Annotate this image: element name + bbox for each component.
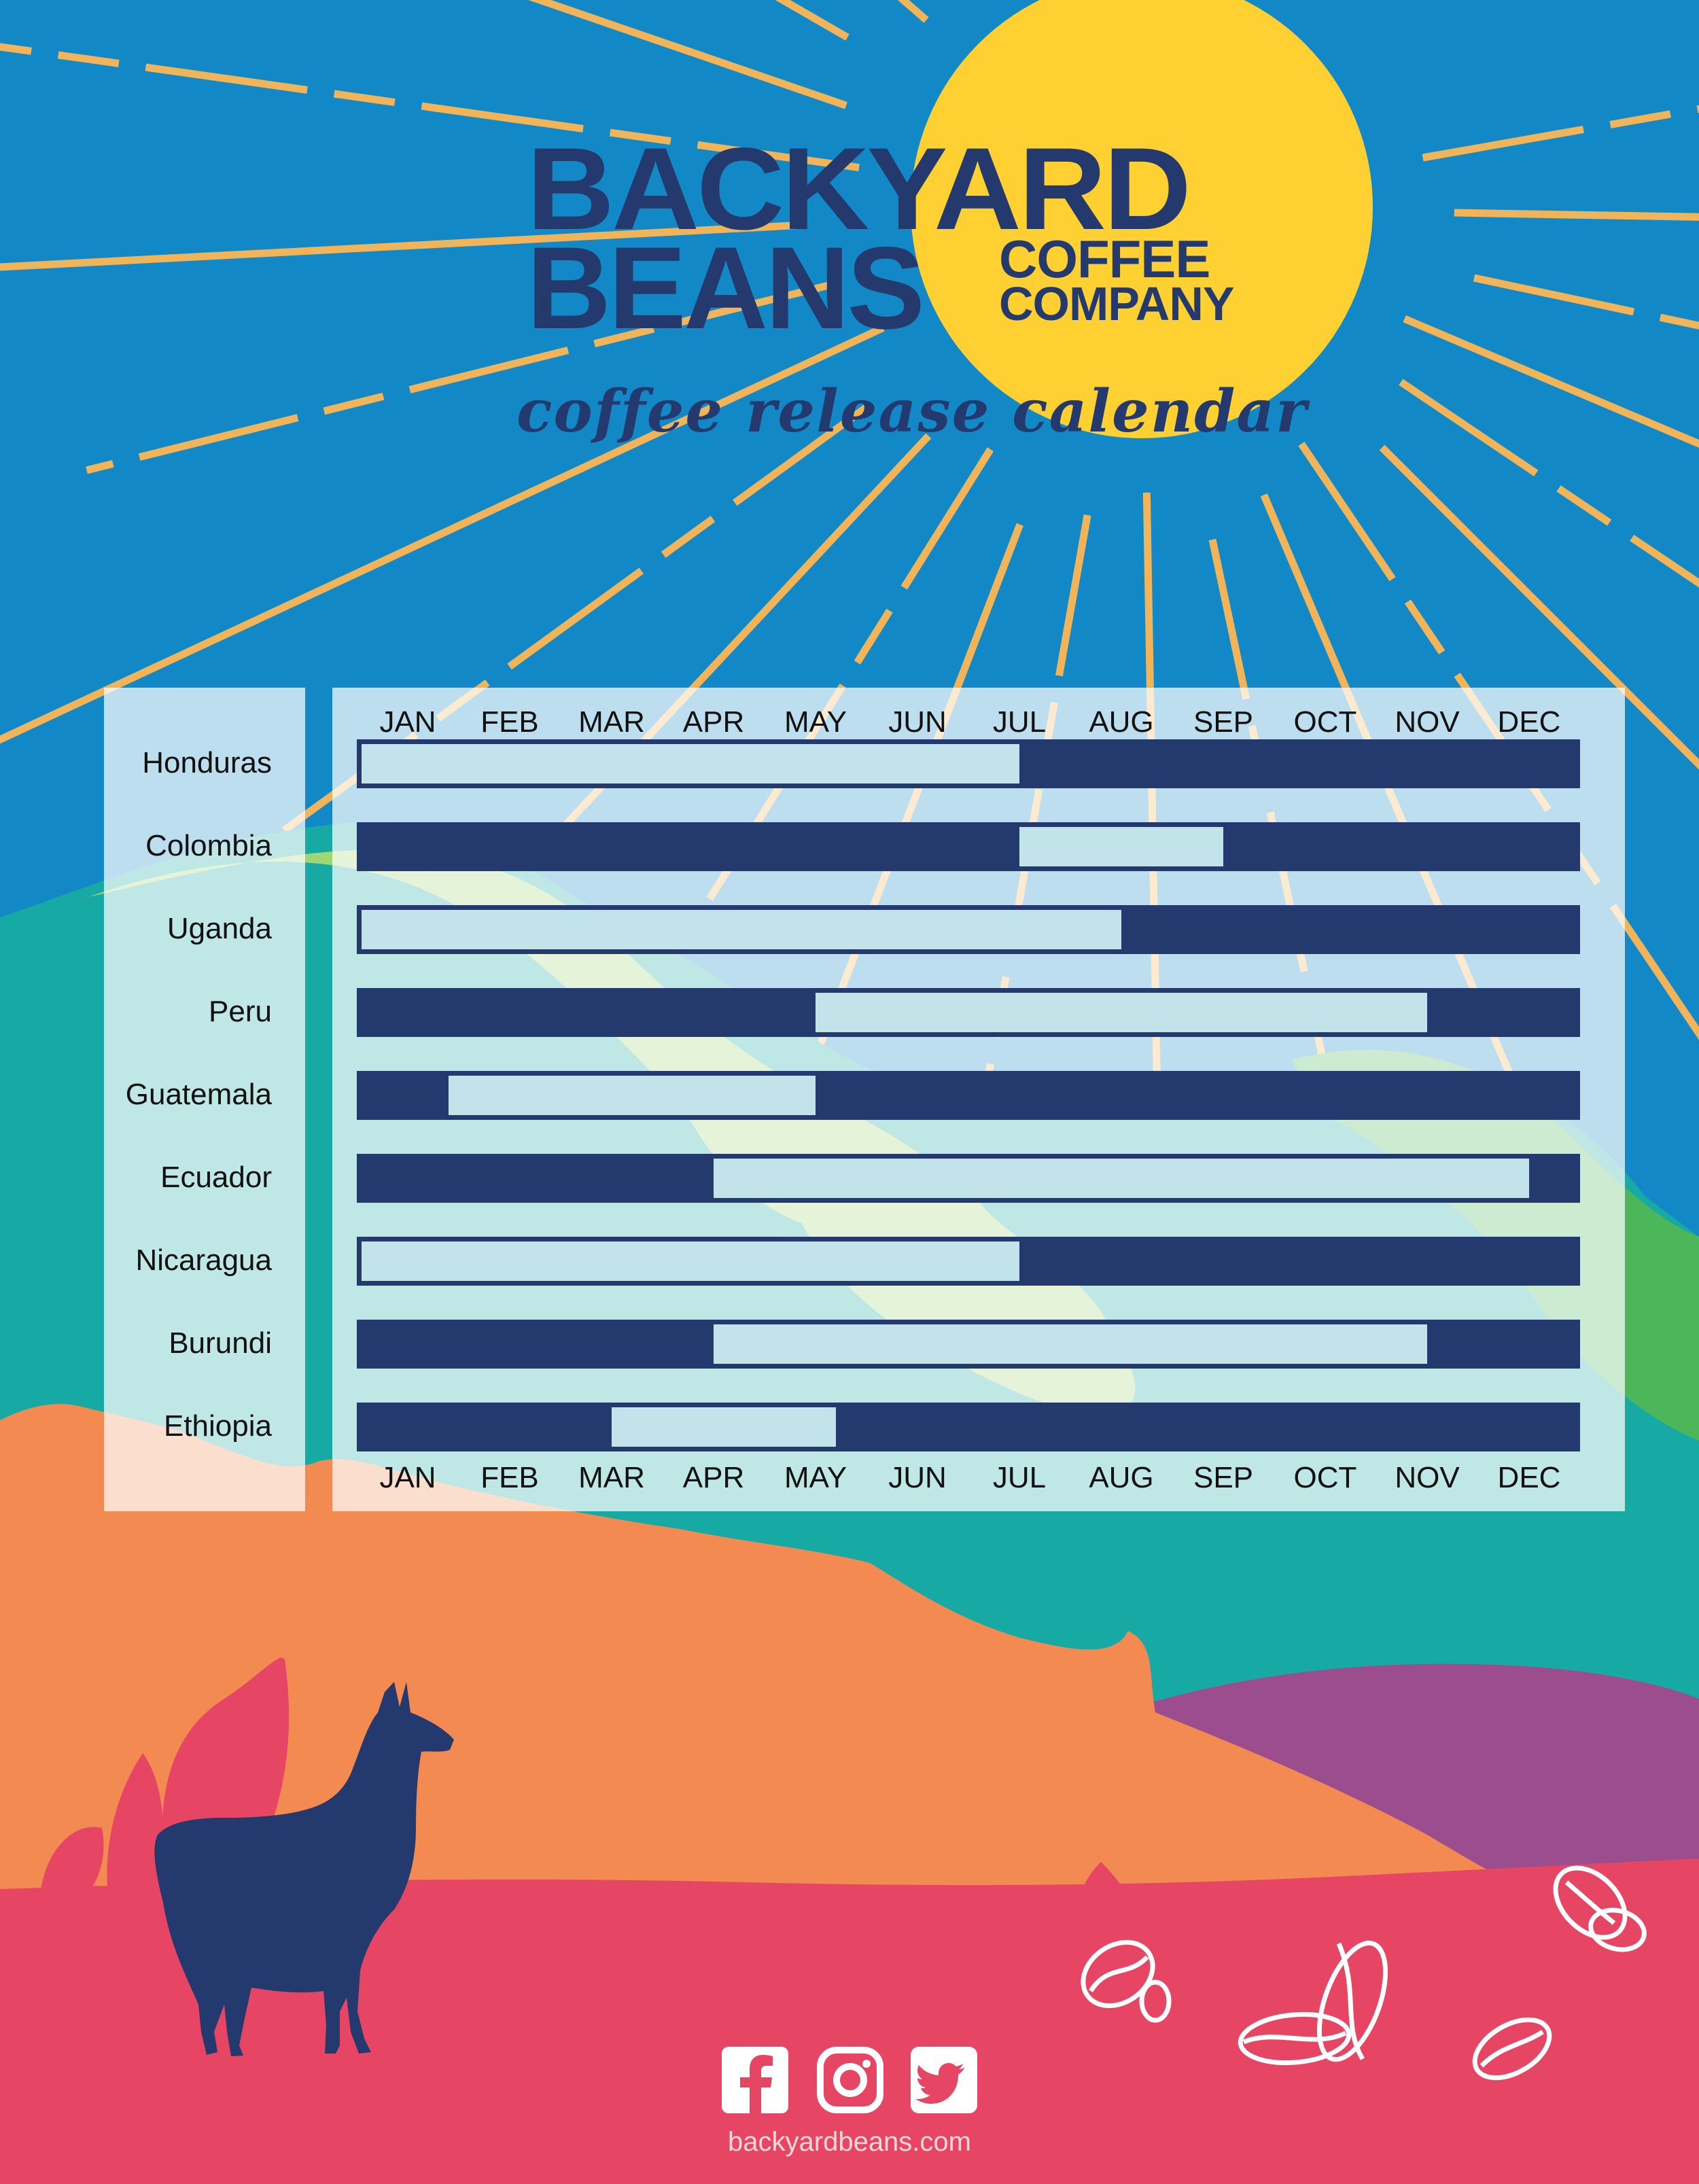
brand-backyard: BACKYARD	[527, 124, 1191, 254]
llama-icon	[154, 1682, 455, 2056]
month-label-top-jul: JUL	[992, 705, 1047, 739]
instagram-icon[interactable]	[817, 2047, 883, 2113]
country-label-honduras: Honduras	[142, 746, 272, 779]
month-label-bottom-dec: DEC	[1497, 1461, 1561, 1494]
month-label-bottom-jan: JAN	[379, 1461, 436, 1494]
month-label-top-nov: NOV	[1395, 705, 1460, 739]
sun-ray	[1473, 274, 1699, 330]
month-label-top-jun: JUN	[888, 705, 947, 739]
sun-ray	[0, 324, 885, 744]
available-bar-guatemala	[449, 1076, 816, 1115]
month-label-bottom-oct: OCT	[1293, 1461, 1357, 1494]
available-bar-uganda	[362, 910, 1121, 949]
pink-leaf-2	[107, 1753, 164, 1903]
available-bar-honduras	[362, 744, 1019, 783]
sun-ray	[1379, 444, 1699, 770]
country-label-nicaragua: Nicaragua	[135, 1244, 272, 1277]
available-bar-colombia	[1019, 827, 1223, 866]
month-label-top-oct: OCT	[1293, 705, 1357, 739]
sun-ray	[1403, 315, 1699, 448]
month-label-top-jan: JAN	[379, 705, 436, 739]
month-label-top-aug: AUG	[1089, 705, 1154, 739]
sun-ray	[0, 43, 860, 171]
country-label-colombia: Colombia	[145, 829, 272, 862]
available-bar-nicaragua	[362, 1241, 1019, 1281]
brand-company: COMPANY	[999, 277, 1235, 330]
month-label-bottom-feb: FEB	[480, 1461, 539, 1494]
sun-ray	[1454, 209, 1699, 221]
brand-beans: BEANS	[527, 223, 925, 353]
available-bar-burundi	[714, 1324, 1427, 1364]
country-label-guatemala: Guatemala	[125, 1078, 272, 1111]
sun	[911, 0, 1373, 438]
facebook-icon[interactable]	[722, 2047, 788, 2113]
available-bar-ecuador	[714, 1159, 1529, 1198]
sun-ray	[86, 279, 839, 474]
country-label-panel	[104, 688, 305, 1511]
country-label-ethiopia: Ethiopia	[163, 1409, 272, 1443]
pink-ground	[0, 1859, 1699, 2184]
month-label-bottom-sep: SEP	[1193, 1461, 1254, 1494]
brand-coffee: COFFEE	[999, 229, 1210, 289]
sun-ray	[528, 0, 847, 109]
coffee-bean-icon	[1081, 1865, 1647, 2081]
timeline-bar-colombia	[357, 822, 1580, 871]
month-label-bottom-aug: AUG	[1089, 1461, 1154, 1494]
month-label-top-sep: SEP	[1193, 705, 1254, 739]
month-label-bottom-may: MAY	[784, 1461, 847, 1494]
website-url[interactable]: backyardbeans.com	[728, 2127, 971, 2157]
country-label-burundi: Burundi	[169, 1326, 272, 1360]
month-label-bottom-jun: JUN	[888, 1461, 947, 1494]
twitter-icon[interactable]	[911, 2047, 977, 2113]
sun-ray	[0, 221, 803, 271]
month-label-bottom-apr: APR	[682, 1461, 745, 1494]
available-bar-ethiopia	[612, 1407, 836, 1447]
timeline-bar-ethiopia	[357, 1403, 1580, 1451]
month-label-top-apr: APR	[682, 705, 745, 739]
month-label-bottom-mar: MAR	[578, 1461, 645, 1494]
tagline: coffee release calendar	[516, 377, 1308, 446]
available-bar-peru	[816, 993, 1427, 1032]
month-label-top-feb: FEB	[480, 705, 539, 739]
month-label-top-may: MAY	[784, 705, 847, 739]
country-label-uganda: Uganda	[167, 912, 272, 945]
sun-ray	[1399, 378, 1699, 588]
month-label-bottom-jul: JUL	[992, 1461, 1047, 1494]
month-label-top-dec: DEC	[1497, 705, 1561, 739]
month-label-bottom-nov: NOV	[1395, 1461, 1460, 1494]
sun-ray	[1422, 105, 1699, 162]
country-label-ecuador: Ecuador	[160, 1161, 272, 1194]
country-label-peru: Peru	[209, 995, 272, 1028]
month-label-top-mar: MAR	[578, 705, 645, 739]
